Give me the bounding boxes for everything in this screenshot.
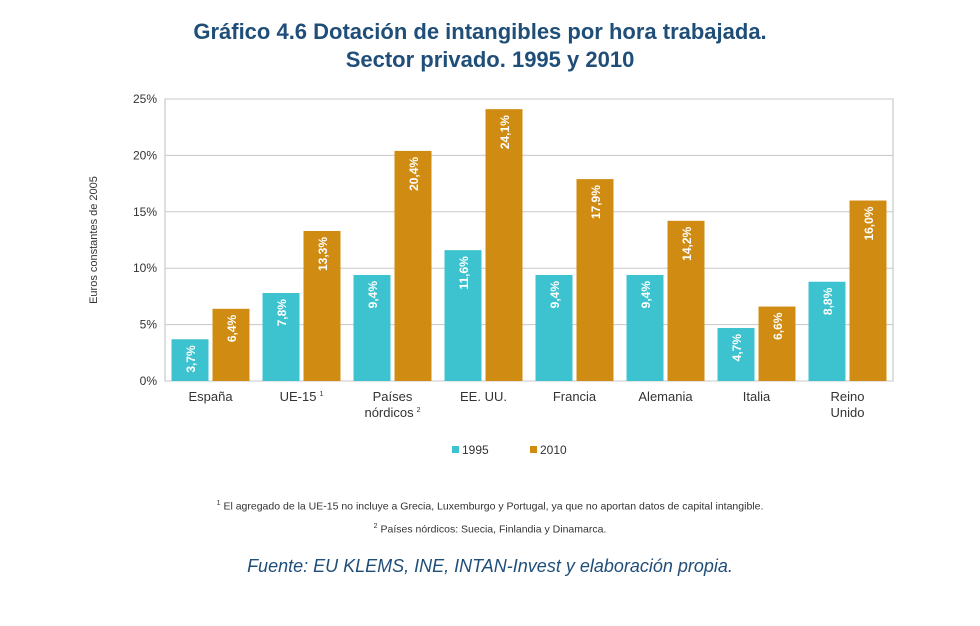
- data-label: 4,7%: [730, 334, 744, 362]
- x-tick-label: Reino: [831, 389, 865, 404]
- footnote-1-text: El agregado de la UE-15 no incluye a Gre…: [223, 500, 764, 513]
- data-label: 6,4%: [225, 314, 239, 342]
- y-axis-label: Euros constantes de 2005: [88, 176, 100, 304]
- bar-2010: [849, 200, 887, 381]
- bar-2010: [667, 220, 705, 381]
- x-tick-label: nórdicos 2: [364, 405, 420, 420]
- x-tick-footnote-mark: 1: [319, 391, 323, 398]
- y-tick-label: 20%: [133, 148, 157, 162]
- bar-1995: [808, 281, 846, 381]
- x-tick-label: Alemania: [638, 389, 693, 404]
- bar-2010: [394, 150, 432, 381]
- bar-1995: [171, 339, 209, 381]
- data-label: 11,6%: [457, 256, 471, 290]
- legend-label-1995: 1995: [462, 443, 489, 457]
- y-tick-label: 5%: [140, 318, 158, 332]
- data-label: 6,6%: [771, 312, 785, 340]
- footnote-2-text: Países nórdicos: Suecia, Finlandia y Din…: [380, 523, 607, 536]
- source-note: Fuente: EU KLEMS, INE, INTAN-Invest y el…: [247, 556, 733, 576]
- x-tick-label: UE-15 1: [280, 389, 324, 404]
- y-tick-label: 0%: [140, 374, 158, 388]
- chart-title-line2: Sector privado. 1995 y 2010: [345, 47, 635, 72]
- y-tick-label: 25%: [133, 92, 157, 106]
- data-label: 24,1%: [498, 115, 512, 149]
- data-label: 17,9%: [589, 185, 603, 219]
- data-label: 9,4%: [639, 281, 653, 309]
- bar-1995: [535, 274, 573, 381]
- x-tick-label: Unido: [831, 405, 865, 420]
- y-tick-label: 15%: [133, 205, 157, 219]
- bar-2010: [485, 109, 523, 381]
- footnote-2: 2 Países nórdicos: Suecia, Finlandia y D…: [0, 523, 980, 536]
- bar-1995: [444, 250, 482, 381]
- bar-2010: [758, 306, 796, 381]
- data-label: 20,4%: [407, 157, 421, 191]
- x-tick-label: EE. UU.: [460, 389, 507, 404]
- chart-title-line1: Gráfico 4.6 Dotación de intangibles por …: [193, 19, 767, 44]
- x-tick-label: Países: [373, 389, 413, 404]
- y-tick-label: 10%: [133, 261, 157, 275]
- x-tick-label: Francia: [553, 389, 597, 404]
- data-label: 13,3%: [316, 237, 330, 271]
- data-label: 7,8%: [275, 299, 289, 327]
- data-label: 9,4%: [366, 281, 380, 309]
- footnote-1-mark: 1: [216, 500, 221, 507]
- footnote-1: 1 El agregado de la UE-15 no incluye a G…: [0, 500, 980, 513]
- legend-label-2010: 2010: [540, 443, 567, 457]
- bar-1995: [262, 293, 300, 381]
- bar-1995: [717, 327, 755, 381]
- bar-2010: [212, 308, 250, 381]
- bar-2010: [576, 179, 614, 381]
- bar-2010: [303, 230, 341, 381]
- bar-chart: 0% 5% 10% 15% 20% 25% Euros constantes de 2005…: [88, 92, 894, 457]
- data-label: 9,4%: [548, 281, 562, 309]
- x-tick-label: España: [188, 389, 233, 404]
- data-label: 16,0%: [862, 206, 876, 240]
- bar-1995: [626, 274, 664, 381]
- data-label: 3,7%: [184, 345, 198, 373]
- legend-swatch-2010: [530, 446, 537, 453]
- data-label: 14,2%: [680, 226, 694, 260]
- bar-1995: [353, 274, 391, 381]
- x-tick-footnote-mark: 2: [417, 407, 421, 414]
- data-label: 8,8%: [821, 287, 835, 315]
- footnote-2-mark: 2: [373, 523, 378, 530]
- x-tick-label: Italia: [743, 389, 771, 404]
- legend-swatch-1995: [452, 446, 459, 453]
